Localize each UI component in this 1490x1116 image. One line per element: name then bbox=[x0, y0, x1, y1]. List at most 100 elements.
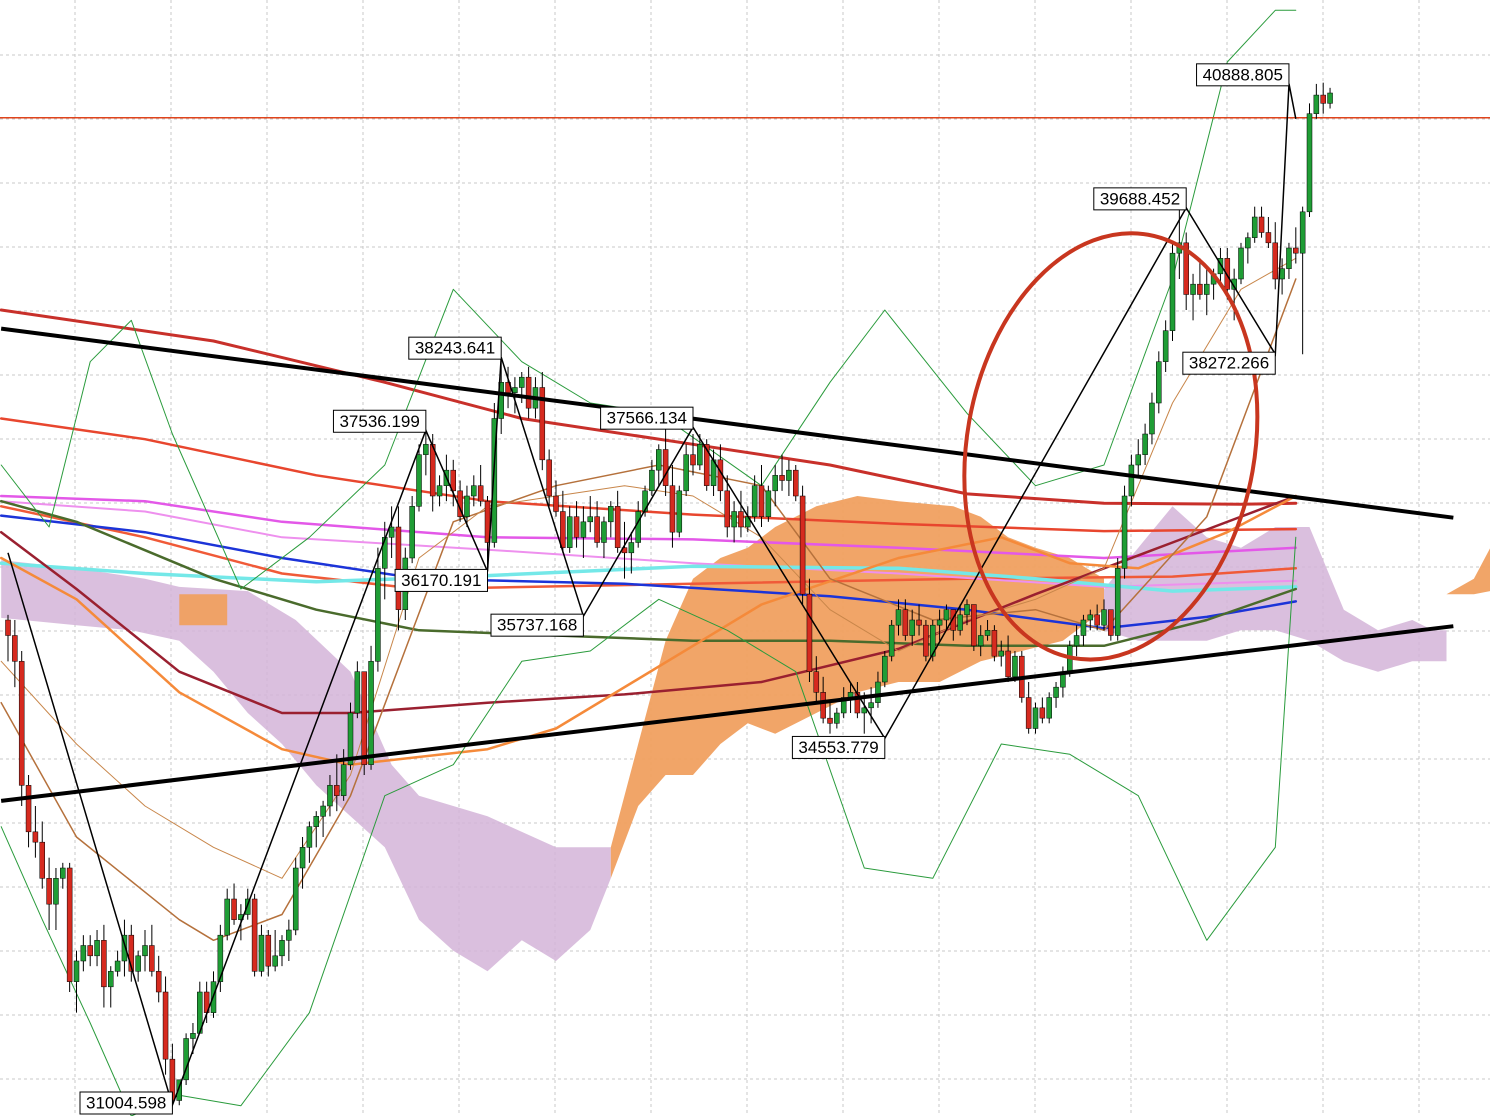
highlight-ellipse-shape bbox=[962, 231, 1260, 662]
candle-body bbox=[60, 867, 66, 879]
candle-body bbox=[429, 444, 436, 497]
candle-body bbox=[765, 490, 772, 517]
candle-body bbox=[286, 929, 292, 941]
candle-body bbox=[724, 490, 730, 528]
candle-body bbox=[751, 485, 758, 517]
candle-body bbox=[553, 495, 559, 512]
candle-body bbox=[1087, 614, 1094, 621]
candle-body bbox=[340, 764, 347, 796]
candle-body bbox=[1251, 216, 1258, 238]
candle-body bbox=[1080, 619, 1087, 636]
candle-body bbox=[436, 485, 443, 497]
candle-body bbox=[916, 619, 922, 626]
ma-maroon bbox=[0, 494, 1298, 715]
candle-body bbox=[245, 898, 251, 915]
zigzag-label-box bbox=[600, 406, 694, 430]
candle-body bbox=[683, 454, 689, 492]
candle-body bbox=[984, 630, 991, 636]
candle-body bbox=[368, 661, 374, 765]
candle-body bbox=[327, 785, 333, 807]
candle-body bbox=[1128, 464, 1135, 497]
zigzag-label: 40888.805 bbox=[1196, 63, 1290, 87]
candle-body bbox=[827, 717, 833, 724]
candle-body bbox=[758, 485, 765, 517]
candle-body bbox=[560, 511, 566, 548]
zigzag-label-text: 35737.168 bbox=[497, 616, 577, 635]
zigzag-label-box bbox=[408, 336, 502, 360]
candle-body bbox=[950, 609, 957, 631]
candle-body bbox=[1293, 247, 1299, 254]
candle-body bbox=[1149, 402, 1155, 435]
candle-body bbox=[471, 485, 477, 497]
candle-body bbox=[375, 568, 381, 662]
kumo-segment bbox=[1446, 548, 1490, 595]
candle-body bbox=[94, 940, 100, 957]
candle-body bbox=[1156, 361, 1162, 404]
candle-body bbox=[279, 940, 285, 957]
candle-body bbox=[1272, 242, 1278, 280]
candle-body bbox=[1053, 686, 1059, 698]
candle-body bbox=[731, 511, 737, 528]
candle-body bbox=[53, 878, 59, 905]
candle-body bbox=[320, 805, 326, 817]
candle-body bbox=[1142, 433, 1148, 455]
candle-body bbox=[382, 537, 388, 569]
candle-body bbox=[361, 671, 367, 765]
candle-body bbox=[128, 934, 135, 972]
candle-body bbox=[669, 485, 676, 533]
candle-body bbox=[1162, 330, 1169, 362]
zigzag-label-text: 40888.805 bbox=[1203, 65, 1283, 84]
candle-body bbox=[971, 604, 977, 647]
candle-body bbox=[875, 681, 881, 703]
candle-body bbox=[546, 459, 552, 497]
candle-body bbox=[1306, 113, 1313, 213]
candle-body bbox=[1217, 258, 1224, 275]
candle-body bbox=[121, 934, 128, 962]
upper-trendline bbox=[0, 326, 1454, 520]
trendlines bbox=[0, 326, 1454, 803]
candle-body bbox=[587, 516, 593, 523]
kumo-segment bbox=[179, 594, 228, 626]
candle-body bbox=[895, 609, 902, 626]
zigzag-label-text: 38272.266 bbox=[1189, 354, 1269, 373]
ma-orange bbox=[0, 494, 1298, 766]
candle-body bbox=[1169, 252, 1176, 331]
zigzag-label-box bbox=[79, 1091, 173, 1115]
candle-body bbox=[642, 490, 648, 512]
candle-body bbox=[909, 619, 915, 636]
ma-olive bbox=[0, 499, 1298, 648]
candle-body bbox=[930, 624, 936, 657]
zigzag-label-box bbox=[490, 613, 584, 637]
candle-body bbox=[395, 526, 402, 610]
candle-body bbox=[80, 945, 87, 962]
candle-body bbox=[786, 469, 792, 481]
candle-body bbox=[101, 940, 107, 988]
candle-body bbox=[799, 495, 806, 595]
zigzag-label-box bbox=[1182, 351, 1276, 375]
candle-body bbox=[964, 604, 970, 616]
candle-body bbox=[265, 934, 272, 967]
bb-middle bbox=[0, 257, 1297, 879]
candle-body bbox=[656, 449, 662, 471]
candle-body bbox=[258, 934, 265, 972]
candle-body bbox=[519, 376, 525, 388]
ma-cyan bbox=[0, 561, 1298, 593]
candlesticks bbox=[5, 82, 1333, 1106]
zigzag-label-box bbox=[1093, 187, 1187, 211]
candle-body bbox=[1073, 635, 1080, 647]
candle-body bbox=[491, 418, 498, 543]
candle-body bbox=[18, 661, 25, 786]
candle-body bbox=[5, 619, 11, 636]
candle-body bbox=[1224, 258, 1231, 290]
candle-body bbox=[183, 1038, 189, 1081]
candle-body bbox=[1279, 268, 1285, 280]
candle-body bbox=[820, 692, 826, 719]
candle-body bbox=[464, 495, 470, 517]
candle-body bbox=[73, 960, 80, 982]
candle-body bbox=[251, 898, 258, 972]
candle-body bbox=[313, 816, 319, 827]
candle-body bbox=[594, 516, 600, 543]
candle-body bbox=[1299, 211, 1306, 254]
